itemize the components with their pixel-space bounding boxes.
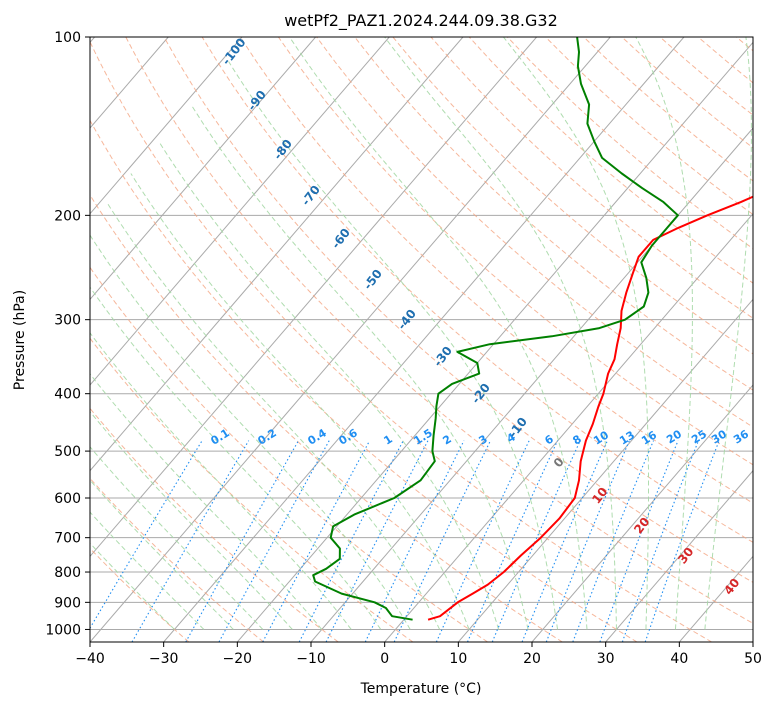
moist-adiabat-line	[90, 511, 205, 630]
x-tick-label: 30	[597, 651, 615, 667]
y-tick-label: 700	[54, 531, 81, 547]
mixing-ratio-line	[325, 440, 429, 642]
y-tick-label: 200	[54, 208, 81, 224]
moist-adiabat-line	[90, 446, 264, 630]
x-tick-label: 10	[449, 651, 467, 667]
y-tick-label: 300	[54, 313, 81, 329]
dry-adiabat-line	[201, 37, 753, 543]
moist-adiabat-line	[503, 37, 649, 630]
dewpoint-profile-line	[312, 37, 679, 621]
dry-adiabat-line	[125, 37, 753, 624]
dry-adiabat-line	[90, 266, 488, 642]
moist-adiabat-line	[90, 332, 352, 630]
y-axis-label: Pressure (hPa)	[12, 290, 28, 390]
plot-frame	[89, 36, 754, 643]
isotherm-line	[605, 469, 753, 642]
x-tick-label: 0	[380, 651, 389, 667]
series-layer	[312, 37, 753, 621]
x-tick-label: −10	[296, 651, 326, 667]
moist-adiabat-line	[289, 37, 588, 630]
moist-adiabat-line	[158, 141, 500, 630]
mixing-ratio-line	[435, 440, 530, 642]
isotherm-line	[752, 641, 753, 642]
isotherm-line	[90, 37, 538, 558]
mixing-ratio-line	[621, 440, 700, 642]
moist-adiabat-line	[384, 37, 617, 630]
plot-background	[90, 37, 753, 642]
isotherm-line	[163, 37, 685, 642]
moist-adiabat-line	[228, 61, 558, 630]
isotherm-line	[90, 37, 317, 301]
isotherm-line	[90, 37, 243, 215]
y-tick-label: 100	[54, 30, 81, 46]
temperature-profile-line	[427, 195, 753, 621]
dry-adiabat-line	[90, 40, 712, 642]
y-tick-label: 400	[54, 387, 81, 403]
dry-adiabat-line	[468, 37, 753, 284]
moist-adiabat-line	[190, 104, 529, 630]
mixing-ratio-line	[491, 440, 581, 642]
y-tick-label: 1000	[45, 622, 81, 638]
isotherm-line	[457, 298, 753, 642]
mixing-ratio-line	[644, 440, 720, 642]
x-tick-label: 40	[670, 651, 688, 667]
y-tick-label: 900	[54, 595, 81, 611]
isotherm-line	[384, 212, 753, 642]
mixing-ratio-line	[364, 440, 465, 642]
axis-layer: −40 −30 −20 −10 0 10 20 30 40 50 1000 900 800 700 600 5…	[45, 30, 762, 667]
y-tick-label: 600	[54, 491, 81, 507]
moist-adiabat-line	[106, 201, 441, 630]
mixing-ratio-line	[185, 440, 299, 642]
x-tick-label: −40	[75, 651, 105, 667]
isotherm-line	[310, 127, 753, 642]
plot-area	[90, 37, 753, 642]
dry-adiabat-line	[277, 37, 753, 466]
dry-adiabat-line	[90, 194, 563, 642]
dry-adiabat-line	[90, 407, 339, 642]
dry-adiabat-line	[163, 37, 753, 583]
mixing-ratio-line	[521, 440, 608, 642]
chart-title: wetPf2_PAZ1.2024.244.09.38.G32	[284, 11, 558, 31]
y-tick-label: 800	[54, 565, 81, 581]
x-tick-label: 20	[523, 651, 541, 667]
moist-adiabat-line	[90, 373, 323, 630]
moist-adiabat-line	[90, 479, 234, 630]
moist-adiabat-line	[704, 37, 752, 630]
mixing-ratio-line	[90, 440, 203, 630]
y-tick-label: 500	[54, 444, 81, 460]
moist-adiabat-line	[90, 286, 382, 630]
dry-adiabat-line	[354, 37, 753, 391]
grid-layer	[90, 37, 753, 642]
x-tick-label: −20	[223, 651, 253, 667]
moist-adiabat-line	[635, 37, 693, 630]
dry-adiabat-line	[90, 337, 414, 642]
x-tick-label: 50	[744, 651, 762, 667]
mixing-ratio-line	[218, 440, 330, 642]
mixing-ratio-line	[131, 440, 250, 642]
moist-adiabat-line	[90, 410, 293, 630]
moist-adiabat-line	[90, 542, 175, 630]
x-tick-label: −30	[149, 651, 179, 667]
mixing-ratio-line	[466, 440, 559, 642]
moist-adiabat-line	[90, 234, 411, 630]
moist-adiabat-line	[130, 173, 470, 630]
x-axis-label: Temperature (°C)	[360, 681, 482, 697]
dry-adiabat-line	[90, 477, 264, 642]
dry-adiabat-line	[392, 37, 753, 355]
dry-adiabat-line	[239, 37, 753, 504]
isotherm-line	[531, 384, 753, 642]
isotherm-line	[236, 41, 753, 642]
isotherm-line	[90, 37, 464, 472]
